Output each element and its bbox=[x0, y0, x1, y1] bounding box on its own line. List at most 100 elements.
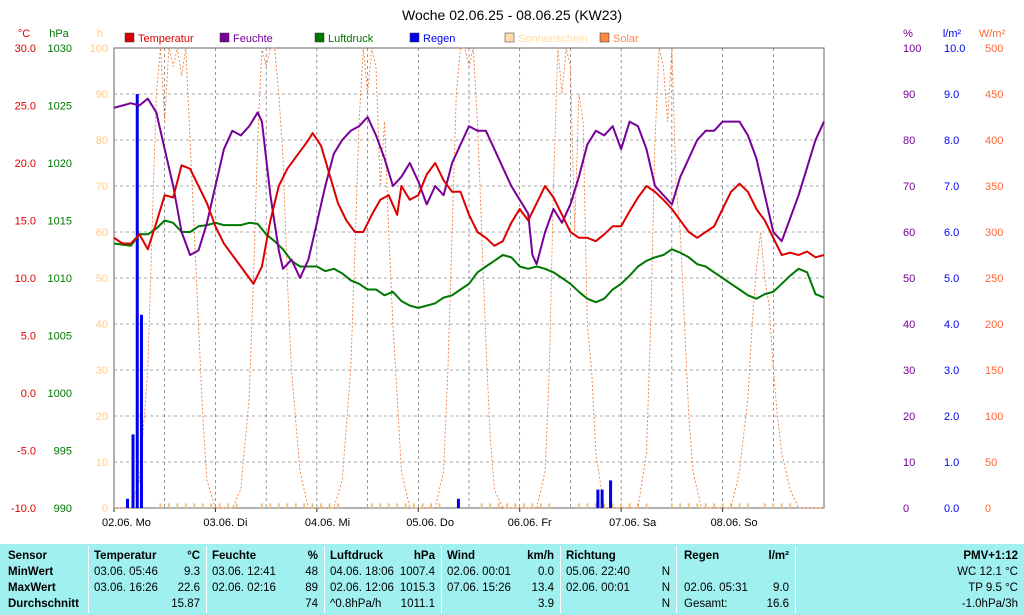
header-luftdruck: Luftdruck bbox=[330, 550, 384, 562]
solar-line bbox=[114, 47, 824, 509]
chart-title: Woche 02.06.25 - 08.06.25 (KW23) bbox=[402, 7, 622, 23]
sun-axis-tick-label: 90 bbox=[96, 89, 108, 101]
legend-swatch bbox=[409, 32, 420, 43]
sunshine-bar bbox=[780, 503, 783, 508]
hum-axis-tick-label: 50 bbox=[903, 273, 915, 285]
sunshine-bar bbox=[396, 503, 399, 508]
luftdruck-line bbox=[113, 219, 825, 309]
rain-bar bbox=[139, 314, 143, 508]
sunshine-bar bbox=[379, 503, 382, 508]
press-axis-tick-label: 995 bbox=[54, 446, 72, 458]
press-axis-tick-label: 1005 bbox=[48, 331, 72, 343]
press-axis-tick-label: 1025 bbox=[48, 101, 72, 113]
sunshine-bar bbox=[320, 503, 323, 508]
sunshine-bar bbox=[506, 503, 509, 508]
rain-axis-unit: l/m² bbox=[943, 28, 962, 40]
hum-axis-tick-label: 90 bbox=[903, 89, 915, 101]
header-feuchte-unit: % bbox=[307, 550, 318, 562]
sunshine-bar bbox=[438, 503, 441, 508]
sunshine-bar bbox=[421, 503, 424, 508]
min-wind-time: 02.06. 00:01 bbox=[447, 566, 511, 578]
hum-axis-tick-label: 80 bbox=[903, 135, 915, 147]
press-axis-tick-label: 1015 bbox=[48, 216, 72, 228]
avg-temp-value: 15.87 bbox=[171, 598, 200, 610]
sunshine-bar bbox=[294, 503, 297, 508]
row-label-maxwert: MaxWert bbox=[8, 582, 56, 594]
rain-axis-tick-label: 6.0 bbox=[944, 227, 959, 239]
legend-label: Solar bbox=[613, 33, 639, 45]
sunshine-bar bbox=[429, 503, 432, 508]
legend-swatch bbox=[219, 32, 230, 43]
header-temperatur: Temperatur bbox=[94, 550, 157, 562]
hum-axis-tick-label: 0 bbox=[903, 503, 909, 515]
temp-axis-tick-label: 10.0 bbox=[15, 273, 36, 285]
hum-axis-tick-label: 20 bbox=[903, 411, 915, 423]
header-wind: Wind bbox=[447, 550, 475, 562]
column-divider bbox=[676, 546, 677, 613]
sun-axis-tick-label: 30 bbox=[96, 365, 108, 377]
sunshine-bar bbox=[679, 503, 682, 508]
hum-axis-unit: % bbox=[903, 28, 913, 40]
sunshine-bar bbox=[210, 503, 213, 508]
solar-series bbox=[114, 47, 824, 509]
press-trend: ^0.8hPa/h bbox=[330, 598, 382, 610]
rain-total-label: Gesamt: bbox=[684, 598, 728, 610]
press-axis-ticks: 1030 1025 1020 1015 1010 1005 1000 995 990 bbox=[48, 43, 72, 515]
sunshine-bar bbox=[746, 503, 749, 508]
rain-axis-tick-label: 0.0 bbox=[944, 503, 959, 515]
sunshine-bar bbox=[704, 503, 707, 508]
min-press-value: 1007.4 bbox=[399, 566, 435, 578]
rain-axis-tick-label: 8.0 bbox=[944, 135, 959, 147]
solar-axis-tick-label: 150 bbox=[985, 365, 1003, 377]
rain-axis-tick-label: 4.0 bbox=[944, 319, 959, 331]
max-wind-time: 07.06. 15:26 bbox=[447, 582, 511, 594]
sunshine-bar bbox=[176, 503, 179, 508]
min-temp-value: 9.3 bbox=[184, 566, 200, 578]
legend-label: Sonnenschein bbox=[518, 33, 588, 45]
min-dir-time: 05.06. 22:40 bbox=[566, 566, 630, 578]
sunshine-bar bbox=[763, 503, 766, 508]
rain-bar bbox=[609, 480, 613, 508]
sunshine-bar bbox=[413, 503, 416, 508]
sunshine-bar bbox=[336, 503, 339, 508]
sun-axis-tick-label: 60 bbox=[96, 227, 108, 239]
sun-axis-tick-label: 80 bbox=[96, 135, 108, 147]
solar-axis-tick-label: 300 bbox=[985, 227, 1003, 239]
temp-axis-tick-label: 15.0 bbox=[15, 216, 36, 228]
sunshine-bar bbox=[628, 503, 631, 508]
sunshine-bar bbox=[670, 503, 673, 508]
summary-panel: Sensor Temperatur °C Feuchte % Luftdruck… bbox=[0, 544, 1024, 615]
sunshine-bar bbox=[235, 503, 238, 508]
rain-bar bbox=[596, 489, 600, 508]
rain-total-value: 16.6 bbox=[766, 598, 789, 610]
hum-axis-tick-label: 40 bbox=[903, 319, 915, 331]
sunshine-bar bbox=[480, 503, 483, 508]
rain-axis-tick-label: 10.0 bbox=[944, 43, 965, 55]
x-tick-label: 05.06. Do bbox=[406, 517, 454, 529]
pmv-tp: TP 9.5 °C bbox=[968, 582, 1018, 594]
temp-axis-ticks: 30.0 25.0 20.0 15.0 10.0 5.0 0.0 -5.0 -10.0 bbox=[11, 43, 36, 515]
sunshine-bar bbox=[620, 503, 623, 508]
rain-axis-ticks: 10.0 9.0 8.0 7.0 6.0 5.0 4.0 3.0 2.0 1.0 0.0 bbox=[944, 43, 965, 515]
sunshine-bar bbox=[730, 503, 733, 508]
max-temp-value: 22.6 bbox=[177, 582, 200, 594]
hum-axis-tick-label: 10 bbox=[903, 457, 915, 469]
pmv-wc: WC 12.1 °C bbox=[957, 566, 1018, 578]
min-press-time: 04.06. 18:06 bbox=[330, 566, 394, 578]
hum-axis-tick-label: 60 bbox=[903, 227, 915, 239]
rain-axis-tick-label: 5.0 bbox=[944, 273, 959, 285]
header-wind-unit: km/h bbox=[527, 550, 554, 562]
sunshine-bar bbox=[303, 503, 306, 508]
sunshine-bar bbox=[260, 503, 263, 508]
rain-bar bbox=[126, 498, 130, 508]
legend-label: Luftdruck bbox=[328, 33, 374, 45]
header-regen: Regen bbox=[684, 550, 720, 562]
rain-axis-tick-label: 1.0 bbox=[944, 457, 959, 469]
temp-axis-tick-label: 5.0 bbox=[21, 331, 36, 343]
press-axis-tick-label: 1020 bbox=[48, 158, 72, 170]
sun-axis-tick-label: 20 bbox=[96, 411, 108, 423]
solar-axis-tick-label: 50 bbox=[985, 457, 997, 469]
solar-axis-tick-label: 400 bbox=[985, 135, 1003, 147]
